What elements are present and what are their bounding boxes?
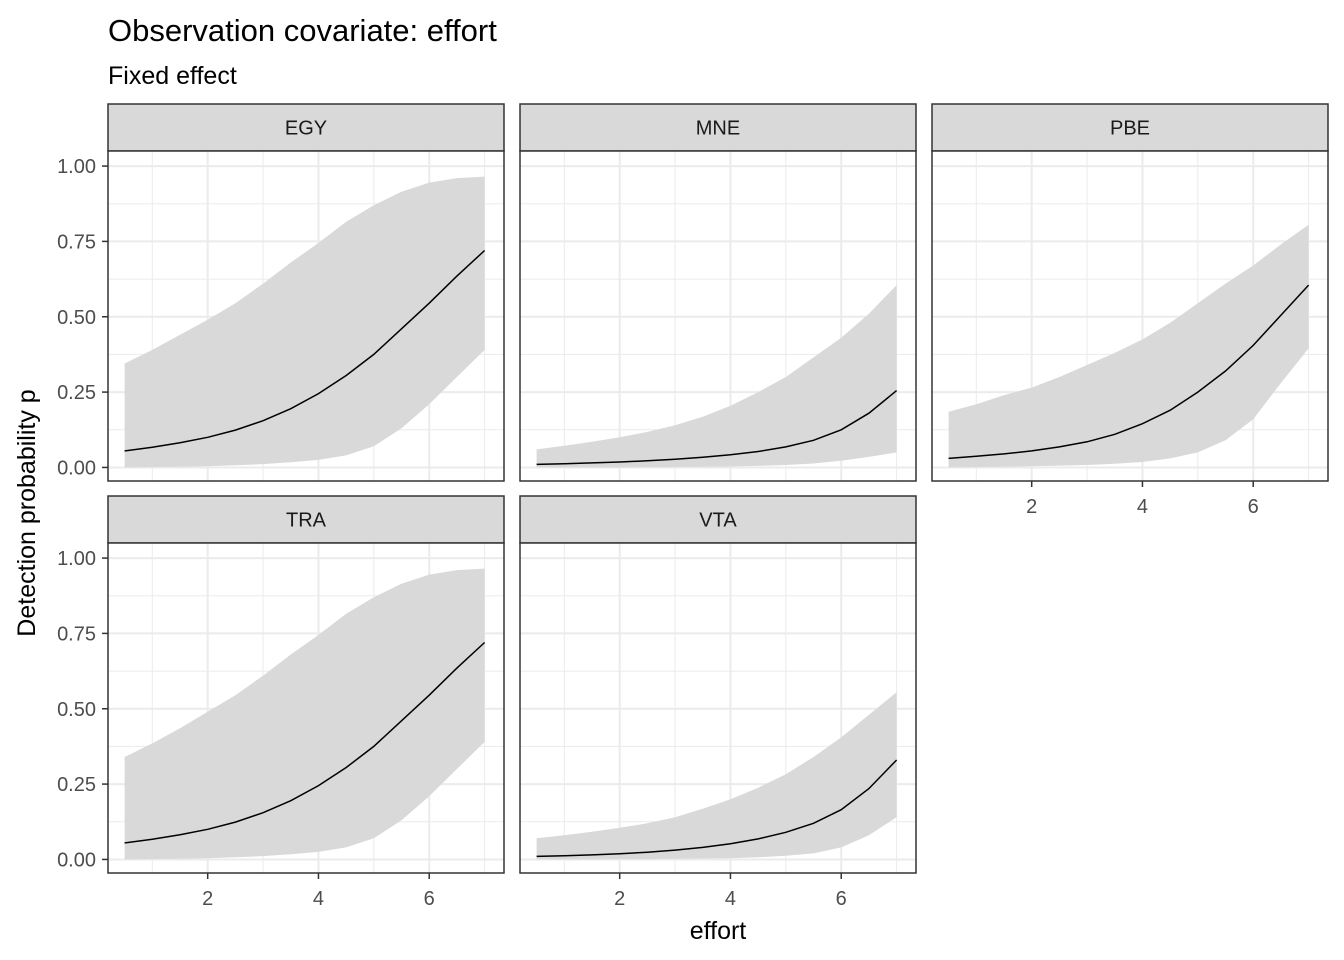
fit-line-vta — [536, 759, 898, 858]
x-tick-label: 2 — [1026, 496, 1037, 518]
strip-mne — [519, 103, 917, 152]
fit-line-egy — [124, 249, 486, 452]
fit-line-pbe — [948, 284, 1310, 460]
strip-label-tra: TRA — [286, 510, 327, 532]
x-tick-label: 2 — [614, 888, 625, 910]
strip-tra — [107, 495, 505, 544]
panel-border-tra — [107, 542, 505, 874]
y-tick-label: 0.50 — [57, 699, 96, 721]
y-tick-label: 1.00 — [57, 548, 96, 570]
facet-egy: EGY 0.00 0.25 0.50 0.75 1.00 — [57, 103, 505, 482]
x-tick-label: 4 — [313, 888, 324, 910]
y-tick-label: 0.75 — [57, 231, 96, 253]
x-tick-label: 4 — [725, 888, 736, 910]
y-tick-label: 0.25 — [57, 774, 96, 796]
strip-label-vta: VTA — [699, 510, 737, 532]
x-axis-title: effort — [690, 917, 747, 945]
y-tick-label: 0.25 — [57, 382, 96, 404]
fit-line-mne — [536, 390, 898, 466]
y-tick-label: 1.00 — [57, 156, 96, 178]
y-tick-label: 0.75 — [57, 623, 96, 645]
strip-label-mne: MNE — [696, 118, 740, 140]
chart-title: Observation covariate: effort — [108, 13, 497, 48]
confidence-ribbon-mne — [536, 285, 897, 468]
confidence-ribbon-tra — [124, 568, 485, 860]
facet-mne: MNE — [519, 103, 917, 482]
y-tick-label: 0.00 — [57, 457, 96, 479]
strip-pbe — [931, 103, 1329, 152]
strip-label-pbe: PBE — [1110, 118, 1150, 140]
panel-border-mne — [519, 150, 917, 482]
chart-subtitle: Fixed effect — [108, 62, 237, 90]
strip-egy — [107, 103, 505, 152]
confidence-ribbon-egy — [124, 176, 485, 468]
panel-border-egy — [107, 150, 505, 482]
panel-border-pbe — [931, 150, 1329, 482]
facet-panels: EGY 0.00 0.25 0.50 0.75 1.00 MNE PBE 2 4 6 TRA 0.00 0… — [57, 103, 1329, 910]
strip-label-egy: EGY — [285, 118, 327, 140]
x-tick-label: 2 — [202, 888, 213, 910]
confidence-ribbon-pbe — [948, 224, 1309, 468]
facet-vta: VTA 2 4 6 — [519, 495, 917, 910]
x-tick-label: 6 — [1248, 496, 1259, 518]
facet-tra: TRA 0.00 0.25 0.50 0.75 1.00 2 4 6 — [57, 495, 505, 910]
panel-border-vta — [519, 542, 917, 874]
x-tick-label: 4 — [1137, 496, 1148, 518]
strip-vta — [519, 495, 917, 544]
x-tick-label: 6 — [424, 888, 435, 910]
y-axis-title: Detection probability p — [13, 389, 41, 636]
y-tick-label: 0.00 — [57, 849, 96, 871]
confidence-ribbon-vta — [536, 692, 897, 860]
y-tick-label: 0.50 — [57, 307, 96, 329]
x-tick-label: 6 — [836, 888, 847, 910]
fit-line-tra — [124, 641, 486, 844]
facet-pbe: PBE 2 4 6 — [931, 103, 1329, 518]
